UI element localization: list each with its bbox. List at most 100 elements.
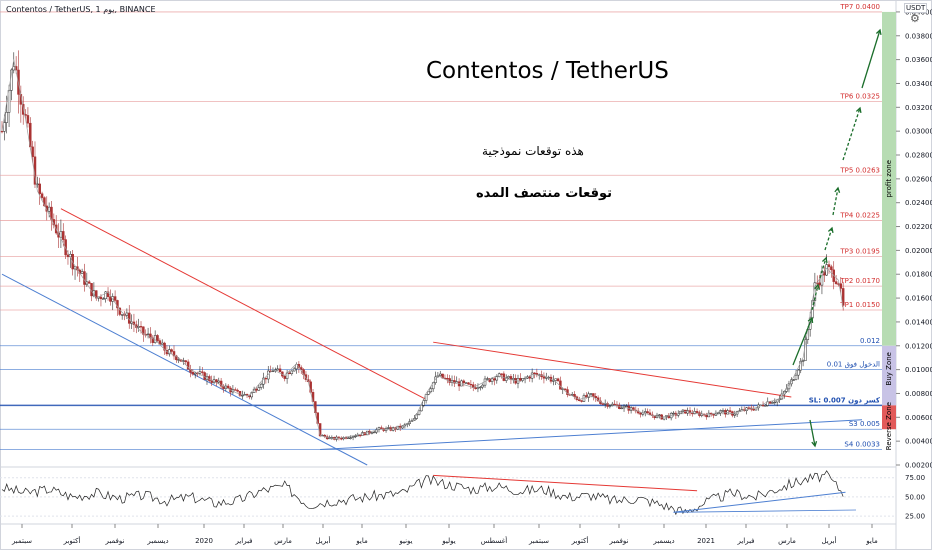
candle-body: [347, 437, 350, 439]
candle-body: [693, 411, 696, 415]
x-tick-label: نوفمبر: [105, 537, 125, 545]
candle-body: [446, 378, 449, 380]
candle-body: [797, 369, 800, 376]
candle-body: [387, 427, 390, 429]
candle-body: [761, 404, 765, 407]
candle-body: [530, 372, 534, 379]
y-tick-label: 0.01200: [905, 342, 932, 350]
x-tick-label: أغسطس: [481, 536, 508, 545]
candle-body: [370, 432, 374, 434]
candle-body: [533, 372, 536, 375]
chart-title-annotation: Contentos / TetherUS: [426, 58, 669, 84]
y-tick-label: 0.00800: [905, 390, 932, 398]
candle-body: [168, 349, 171, 355]
candle-body: [163, 342, 166, 351]
candle-body: [43, 197, 46, 207]
projection-arrow: [842, 107, 861, 161]
candle-body: [504, 377, 508, 381]
candle-body: [290, 370, 294, 374]
candle-body: [801, 360, 805, 362]
candle-body: [448, 378, 451, 383]
candle-body: [733, 413, 737, 416]
candle-body: [528, 376, 532, 379]
candle-body: [476, 387, 480, 390]
candle-body: [153, 335, 157, 343]
candle-body: [519, 378, 522, 381]
candle-body: [184, 360, 188, 363]
candle-body: [507, 376, 510, 379]
candle-body: [643, 411, 647, 414]
candle-body: [330, 437, 334, 439]
level-label: SL: 0.007 كسر دون: [809, 396, 881, 404]
candle-body: [495, 376, 499, 381]
oscillator-line: [1, 470, 844, 516]
candle-body: [26, 115, 30, 124]
candle-body: [420, 405, 423, 412]
candle-body: [217, 380, 221, 383]
candle-body: [615, 404, 619, 406]
candle-body: [827, 264, 831, 267]
x-tick-label: فبراير: [234, 537, 252, 545]
candle-body: [424, 394, 428, 401]
trendline: [320, 419, 863, 450]
osc-tick-label: 25.00: [905, 513, 925, 521]
currency-unit[interactable]: USDT: [904, 3, 928, 13]
level-label: TP6 0.0325: [839, 92, 880, 100]
candle-body: [116, 300, 119, 309]
candle-body: [146, 333, 150, 335]
candle-body: [125, 312, 129, 316]
candle-body: [238, 390, 242, 396]
candle-body: [794, 374, 798, 380]
profit-zone-label: profit zone: [885, 160, 893, 198]
candle-body: [80, 271, 84, 274]
candle-body: [31, 146, 34, 158]
candle-body: [773, 401, 777, 404]
candle-body: [493, 378, 496, 381]
y-tick-label: 0.02800: [905, 152, 932, 160]
candle-body: [646, 411, 649, 414]
arrow-head: [814, 283, 820, 290]
x-tick-label: سبتمبر: [11, 537, 32, 545]
candle-body: [262, 377, 265, 385]
candle-body: [175, 355, 178, 361]
candle-body: [768, 401, 772, 404]
candle-body: [830, 266, 833, 271]
candle-body: [259, 383, 263, 388]
candle-body: [186, 361, 190, 370]
candle-body: [639, 412, 642, 415]
y-tick-label: 0.00600: [905, 414, 932, 422]
candle-body: [215, 379, 218, 383]
level-label: TP7 0.0400: [839, 3, 880, 11]
osc-trendline: [433, 474, 698, 492]
candle-body: [38, 183, 41, 194]
candle-body: [156, 335, 159, 341]
symbol-title: Contentos / TetherUS, 1 يوم, BINANCE: [6, 5, 156, 14]
candle-body: [764, 405, 767, 407]
candle-body: [373, 431, 376, 434]
candle-body: [351, 436, 355, 438]
candle-body: [226, 385, 230, 389]
candle-body: [120, 314, 124, 316]
candle-body: [257, 387, 261, 391]
y-tick-label: 0.02600: [905, 175, 932, 183]
candle-body: [417, 410, 421, 415]
level-label: الدخول فوق 0.01: [827, 361, 880, 369]
candle-body: [721, 410, 725, 412]
level-label: 0.012: [860, 337, 880, 345]
x-tick-label: سبتمبر: [528, 537, 549, 545]
candle-body: [608, 405, 612, 407]
candle-body: [127, 312, 131, 324]
y-tick-label: 0.03800: [905, 32, 932, 40]
buy-zone-label: Buy Zone: [885, 352, 893, 386]
candle-body: [5, 112, 8, 123]
candle-body: [340, 438, 343, 440]
candle-body: [429, 388, 433, 393]
candle-body: [839, 283, 843, 289]
gear-icon[interactable]: ⚙: [910, 12, 920, 25]
candle-body: [109, 296, 112, 302]
profit-zone: [882, 11, 896, 346]
candle-body: [479, 386, 482, 389]
candle-body: [104, 291, 107, 299]
candle-body: [752, 409, 755, 411]
